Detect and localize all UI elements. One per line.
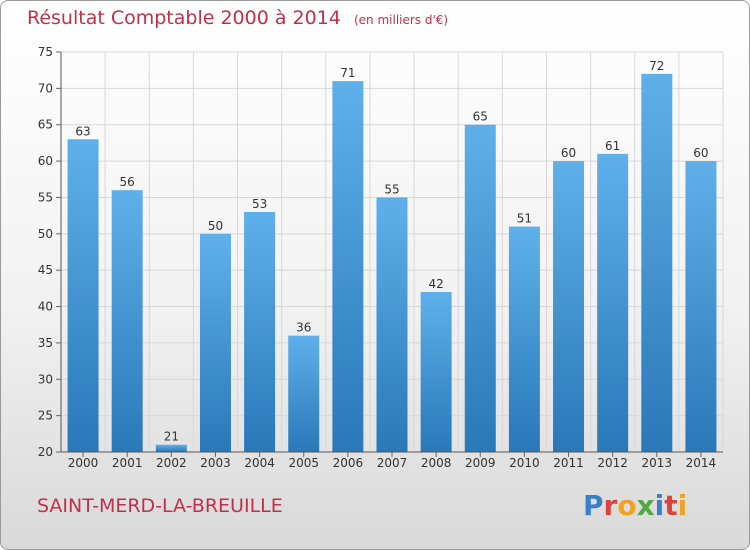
bar-2009 (464, 124, 496, 453)
bar-2003 (199, 233, 231, 452)
data-label-2010: 51 (517, 212, 532, 226)
bar-2007 (376, 197, 408, 452)
logo-letter: x (636, 489, 655, 522)
bars: 63 56 21 50 53 36 71 55 42 65 51 60 61 72 60 (67, 59, 717, 453)
y-tick-label: 50 (38, 227, 53, 241)
bar-2005 (288, 335, 320, 452)
proxiti-logo: Proxiti (583, 489, 687, 522)
bar-2011 (553, 161, 585, 452)
data-label-2002: 21 (164, 430, 179, 444)
bar-2000 (67, 139, 99, 453)
x-tick-label: 2001 (112, 456, 143, 470)
axes: 20 25 30 35 40 45 50 55 60 65 70 75 2000 2001 2002 2003… (38, 45, 723, 470)
y-tick-label: 70 (38, 81, 53, 95)
y-tick-label: 40 (38, 300, 53, 314)
place-name: SAINT-MERD-LA-BREUILLE (37, 495, 283, 517)
x-tick-label: 2014 (686, 456, 717, 470)
x-tick-label: 2008 (421, 456, 452, 470)
x-tick-label: 2003 (200, 456, 231, 470)
data-label-2005: 36 (296, 321, 311, 335)
chart-title: Résultat Comptable 2000 à 2014 (en milli… (27, 7, 448, 29)
y-tick-label: 60 (38, 154, 53, 168)
data-label-2007: 55 (384, 182, 399, 196)
logo-letter: t (664, 489, 678, 522)
bar-2010 (508, 226, 540, 452)
logo-letter: i (654, 489, 665, 522)
bar-2002 (155, 444, 187, 452)
data-label-2011: 60 (561, 146, 576, 160)
x-tick-label: 2011 (553, 456, 584, 470)
bar-2004 (244, 212, 276, 452)
y-tick-label: 35 (38, 336, 53, 350)
y-tick-label: 25 (38, 409, 53, 423)
x-tick-label: 2006 (333, 456, 364, 470)
x-tick-label: 2007 (377, 456, 408, 470)
data-label-2003: 50 (208, 219, 223, 233)
bar-2012 (597, 153, 629, 452)
bar-2013 (641, 73, 673, 453)
bar-2001 (111, 190, 143, 452)
x-tick-label: 2013 (642, 456, 673, 470)
x-tick-label: 2012 (597, 456, 628, 470)
data-label-2012: 61 (605, 139, 620, 153)
data-label-2009: 65 (473, 110, 488, 124)
x-tick-label: 2004 (244, 456, 275, 470)
x-tick-label: 2010 (509, 456, 540, 470)
logo-letter: P (583, 489, 604, 522)
y-tick-label: 30 (38, 372, 53, 386)
logo-letter: r (603, 489, 618, 522)
x-tick-label: 2009 (465, 456, 496, 470)
y-tick-label: 75 (38, 45, 53, 59)
x-tick-label: 2002 (156, 456, 187, 470)
data-label-2001: 56 (120, 175, 135, 189)
bar-2008 (420, 292, 452, 452)
data-label-2006: 71 (340, 66, 355, 80)
data-label-2013: 72 (649, 59, 664, 73)
x-tick-label: 2000 (68, 456, 99, 470)
x-tick-label: 2005 (288, 456, 319, 470)
bar-2014 (685, 161, 717, 452)
chart-title-main: Résultat Comptable 2000 à 2014 (27, 7, 341, 29)
data-label-2004: 53 (252, 197, 267, 211)
data-label-2000: 63 (75, 124, 90, 138)
logo-letter: o (617, 489, 637, 522)
logo-letter: i (677, 489, 688, 522)
chart-title-unit: (en milliers d'€) (353, 13, 449, 27)
y-tick-label: 55 (38, 190, 53, 204)
y-tick-label: 65 (38, 118, 53, 132)
data-label-2014: 60 (693, 146, 708, 160)
bar-2006 (332, 81, 364, 452)
y-tick-label: 20 (38, 445, 53, 459)
data-label-2008: 42 (428, 277, 443, 291)
y-tick-label: 45 (38, 263, 53, 277)
